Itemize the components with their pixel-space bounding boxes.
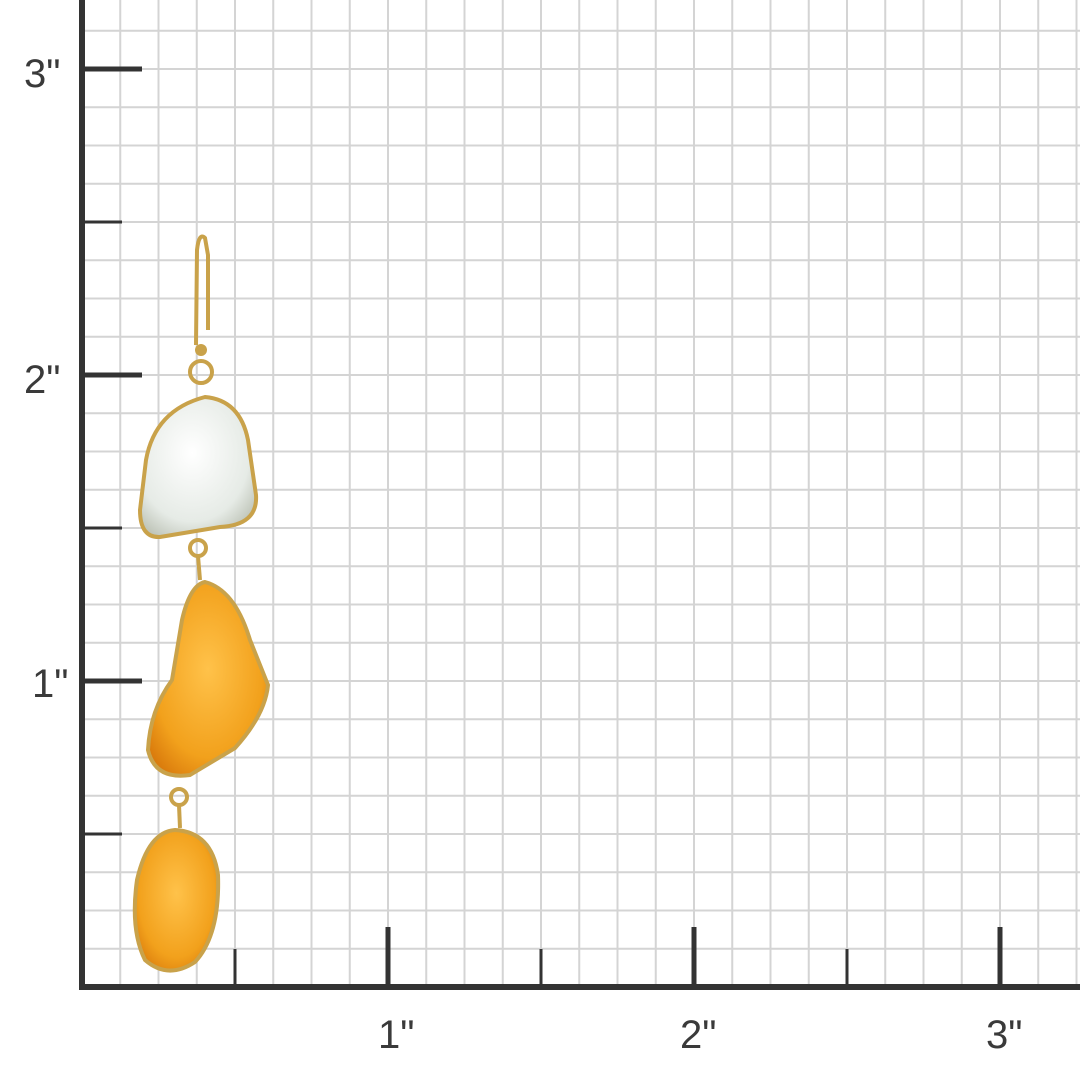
bead [195, 344, 207, 356]
y-label-1: 1" [32, 662, 68, 706]
y-label-2: 2" [24, 358, 60, 402]
earring-illustration [132, 234, 271, 973]
y-label-3: 3" [24, 52, 60, 96]
connector [196, 555, 202, 581]
x-label-1: 1" [378, 1013, 414, 1057]
grid-lines [82, 0, 1080, 987]
connector-ring [188, 538, 208, 558]
x-label-2: 2" [680, 1013, 716, 1057]
jump-ring [188, 359, 214, 385]
orange-stone-middle [145, 579, 271, 778]
ear-hook [194, 234, 210, 346]
white-stone [137, 394, 259, 540]
ruler-labels: 1" 2" 3" 1" 2" 3" [24, 52, 1022, 1057]
connector-ring [169, 787, 189, 807]
connector [177, 804, 182, 829]
x-label-3: 3" [986, 1013, 1022, 1057]
ruler-axes [79, 0, 1080, 990]
orange-stone-bottom [132, 827, 221, 973]
